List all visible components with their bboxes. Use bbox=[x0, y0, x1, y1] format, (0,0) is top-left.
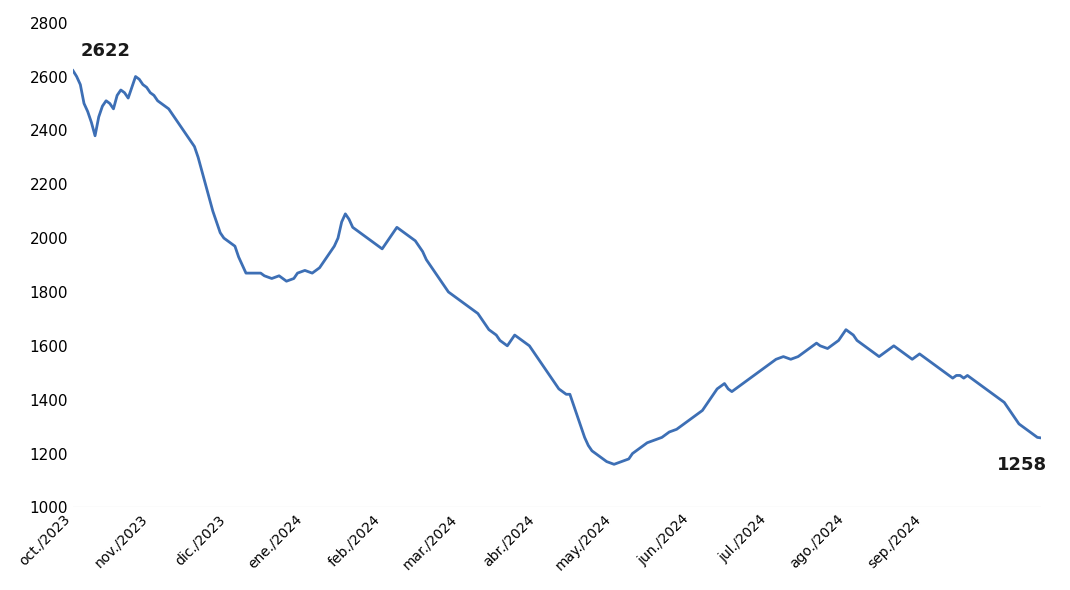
Text: 2622: 2622 bbox=[80, 42, 131, 60]
Text: 1258: 1258 bbox=[997, 456, 1048, 474]
